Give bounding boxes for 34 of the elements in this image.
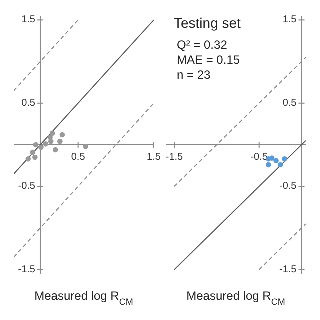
point	[52, 147, 58, 153]
x-tick-label: -0.5	[250, 152, 268, 163]
x-axis-title: Measured log R$_{CM}$	[186, 289, 286, 307]
x-axis-title: Measured log R$_{CM}$	[34, 289, 134, 307]
point	[278, 162, 284, 168]
point	[58, 139, 63, 144]
x-tick-label: 0.5	[71, 152, 86, 163]
point	[60, 132, 66, 138]
y-tick-label: -0.5	[18, 181, 36, 192]
annotation: n = 23	[177, 68, 212, 82]
y-tick-label: -1.5	[280, 264, 298, 276]
point	[282, 156, 288, 162]
point	[26, 156, 32, 162]
point	[32, 154, 38, 160]
y-tick-label: 1.5	[22, 14, 36, 26]
x-tick-label: -1.5	[166, 152, 184, 163]
y-tick-label: 1.5	[282, 14, 298, 26]
point	[30, 150, 36, 156]
y-tick-label: -0.5	[280, 181, 298, 192]
y-tick-label: 0.5	[22, 98, 36, 109]
y-tick-label: -1.5	[18, 264, 36, 276]
point	[266, 162, 272, 168]
point	[274, 158, 279, 164]
annotation: Testing set	[174, 15, 242, 31]
point	[33, 142, 39, 148]
y-tick-label: 0.5	[282, 98, 298, 109]
point	[83, 144, 89, 150]
point	[269, 156, 275, 161]
point	[50, 130, 56, 136]
point	[48, 139, 54, 144]
annotation: Q² = 0.32	[177, 38, 228, 52]
point	[43, 142, 48, 147]
point	[38, 144, 44, 150]
annotation: MAE = 0.15	[177, 53, 240, 67]
